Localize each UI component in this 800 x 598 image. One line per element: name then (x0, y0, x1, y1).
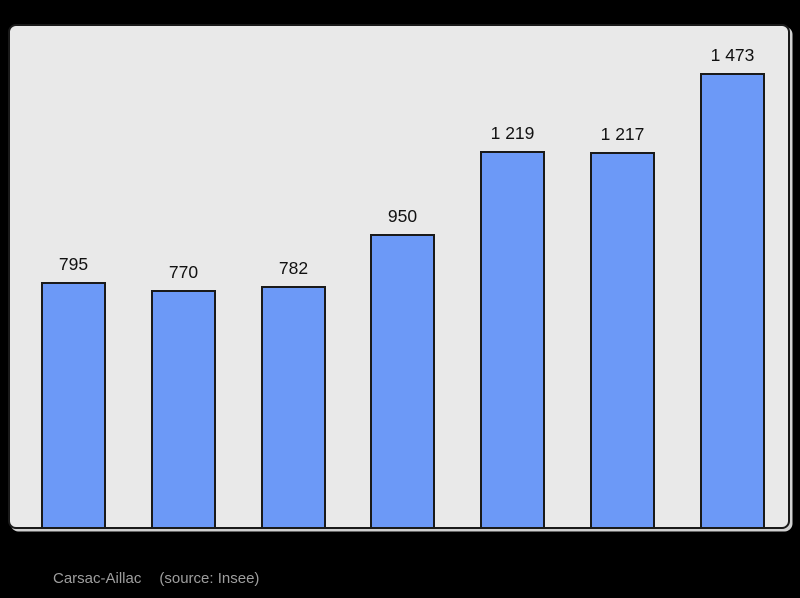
bar (590, 152, 655, 527)
bar-value-label: 782 (278, 257, 309, 278)
bar (480, 151, 545, 527)
bar-column: 782 (261, 257, 326, 527)
bar-value-label: 770 (168, 261, 199, 282)
bar-column: 795 (41, 253, 106, 527)
bar (700, 73, 765, 527)
bar-column: 1 219 (480, 122, 545, 527)
bar (151, 290, 216, 527)
bars-area: 795 770 782 950 1 219 1 217 1 473 (10, 26, 788, 527)
bar-value-label: 1 473 (710, 44, 755, 65)
bar-column: 1 473 (700, 44, 765, 527)
caption-title: Carsac-Aillac (53, 570, 142, 587)
bar-value-label: 1 217 (600, 123, 645, 144)
bar-column: 950 (370, 205, 435, 527)
bar-column: 1 217 (590, 123, 655, 527)
bar (41, 282, 106, 527)
bar-value-label: 950 (387, 205, 418, 226)
caption-source: (source: Insee) (159, 570, 260, 587)
bar-value-label: 795 (58, 253, 89, 274)
bar (370, 234, 435, 527)
bar-column: 770 (151, 261, 216, 527)
bar-value-label: 1 219 (490, 122, 535, 143)
bar (261, 286, 326, 527)
chart-panel: 795 770 782 950 1 219 1 217 1 473 (8, 24, 790, 529)
chart-caption: Carsac-Aillac (source: Insee) (53, 570, 259, 587)
